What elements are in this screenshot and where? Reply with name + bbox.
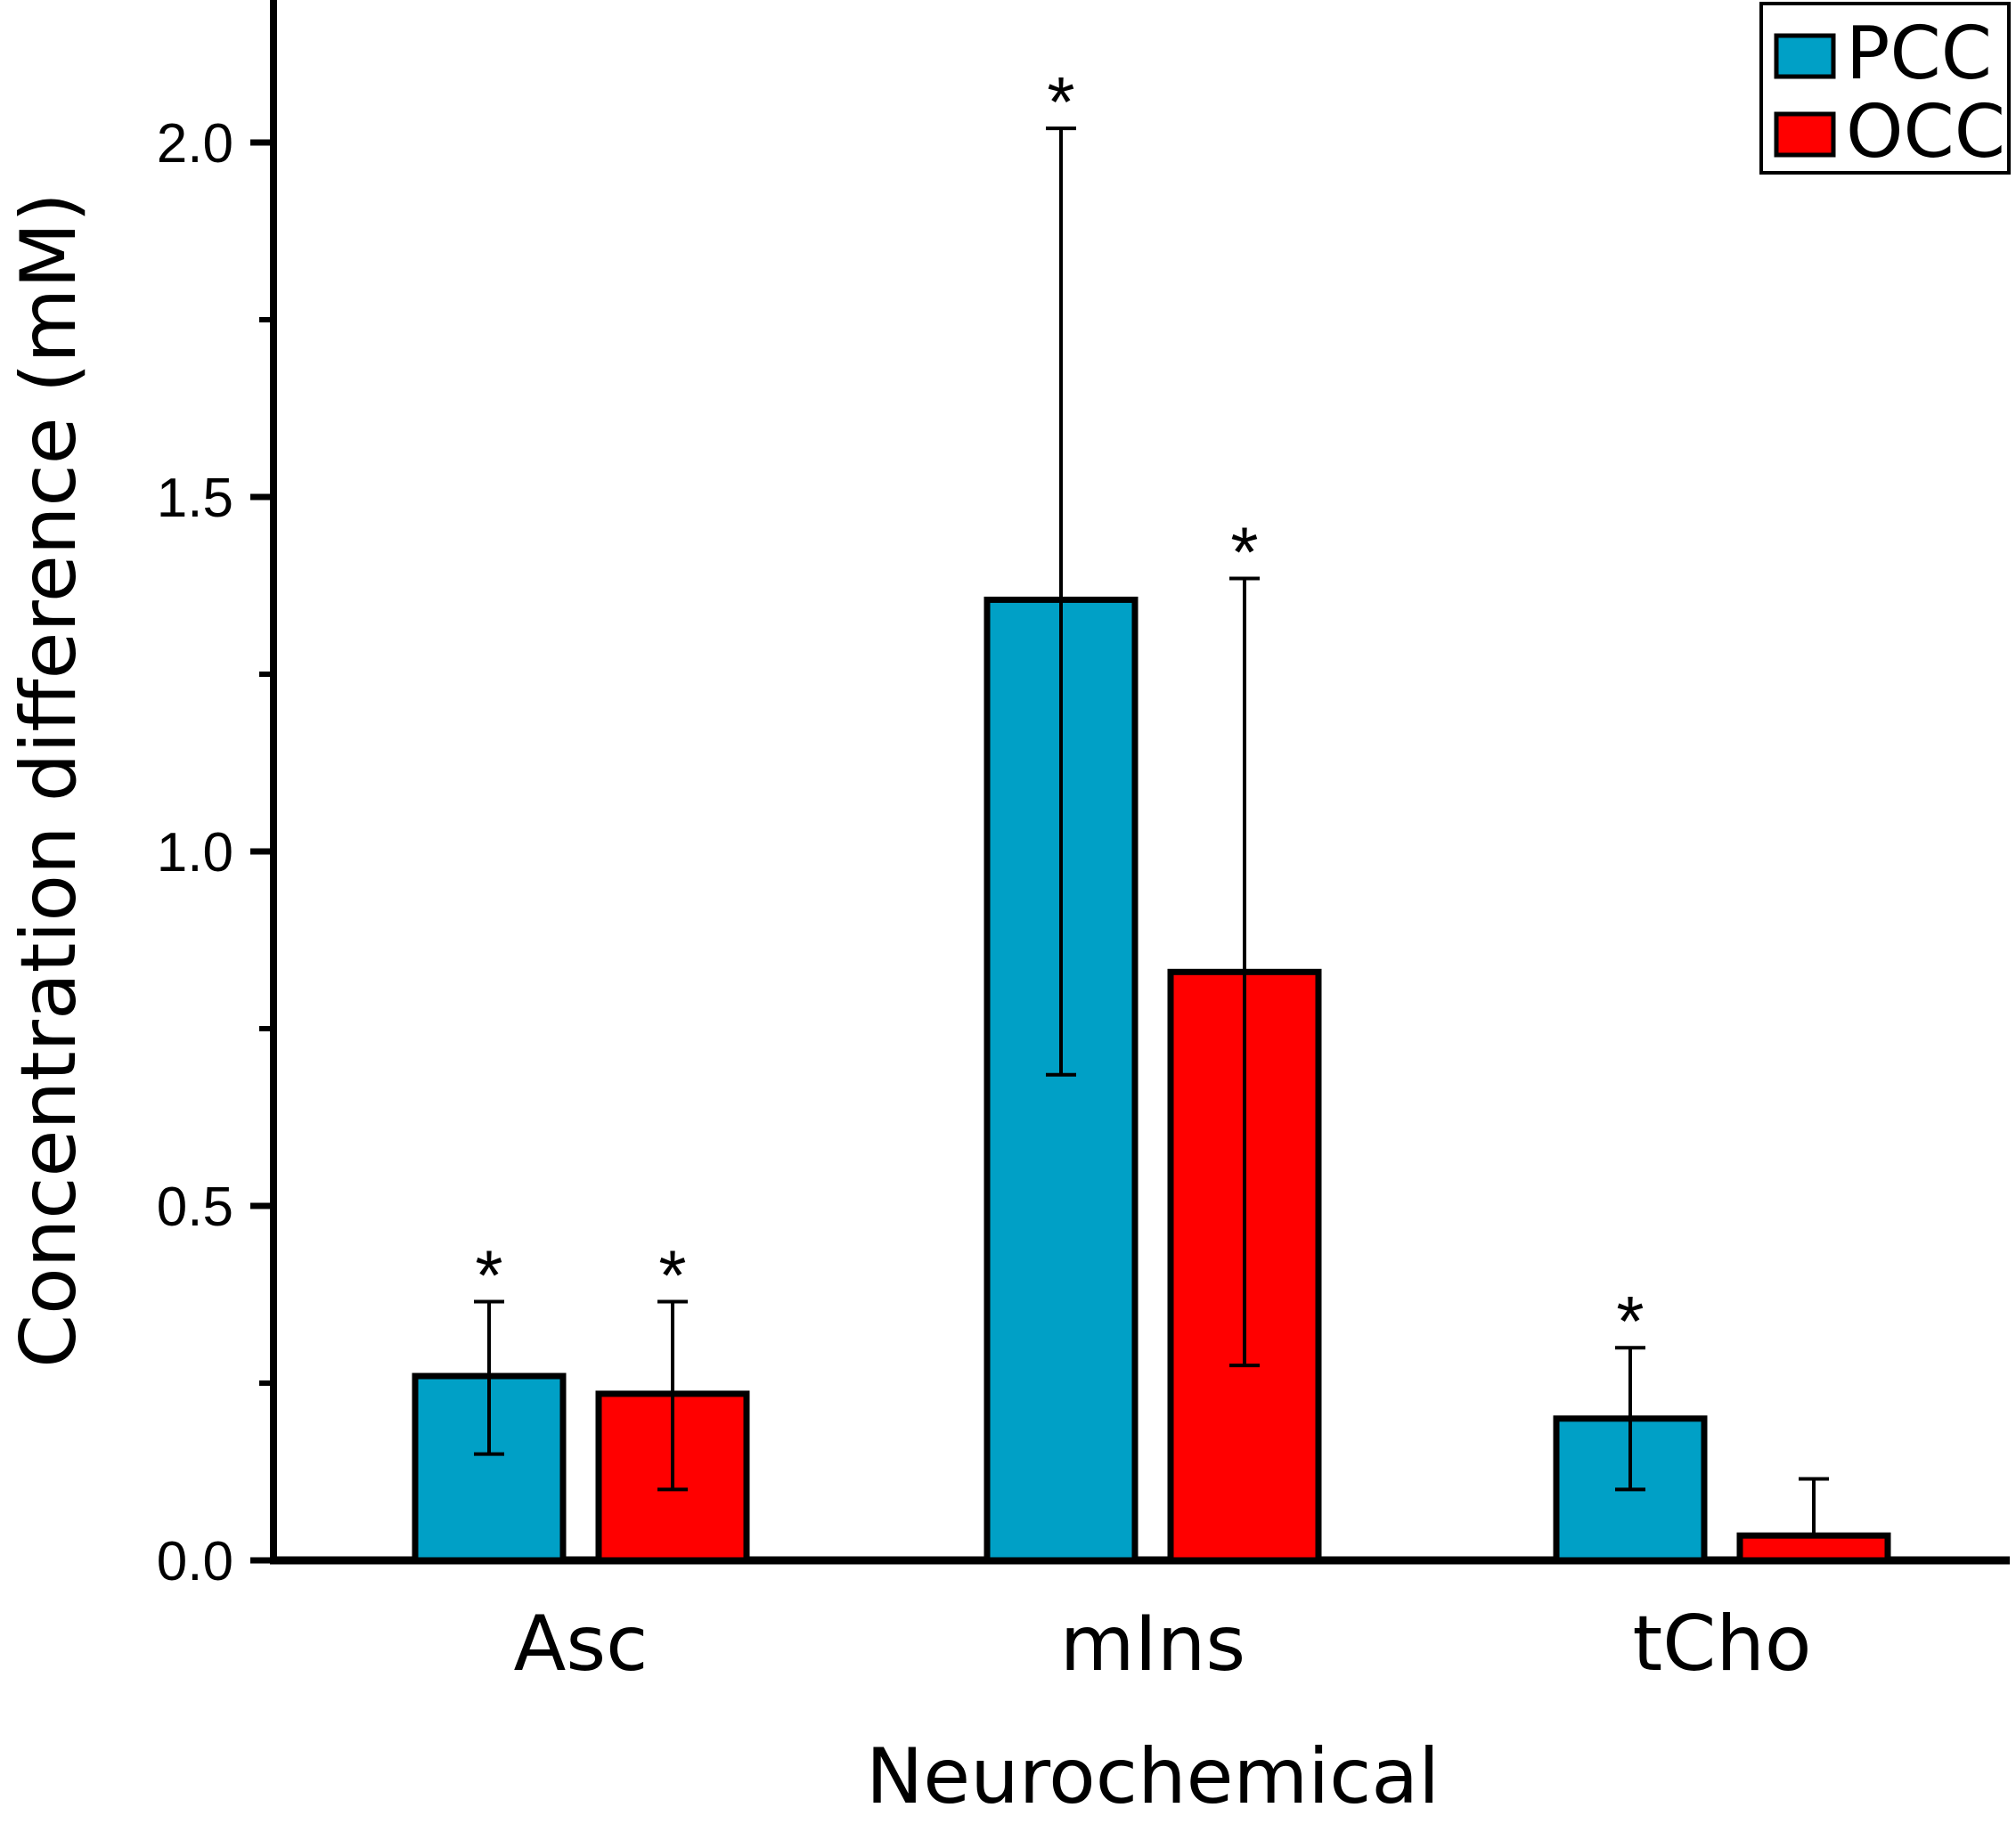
y-tick-label: 1.5 [157, 468, 233, 529]
x-axis-title: Neurochemical [866, 1732, 1440, 1821]
y-tick-label: 1.0 [157, 822, 233, 884]
significance-star: * [475, 1235, 502, 1315]
x-category-label: Asc [514, 1600, 649, 1689]
y-tick-label: 0.5 [157, 1177, 233, 1238]
significance-star: * [1047, 62, 1074, 142]
y-tick-label: 0.0 [157, 1531, 233, 1592]
legend-label-pcc: PCC [1846, 12, 1992, 96]
x-category-label: mIns [1060, 1600, 1245, 1689]
legend-label-occ: OCC [1846, 90, 2005, 175]
bar-occ-tcho [1736, 1532, 1891, 1564]
x-category-label: tCho [1633, 1600, 1812, 1689]
significance-star: * [1230, 513, 1258, 592]
significance-star: * [1616, 1282, 1644, 1361]
y-axis-title: Concentration difference (mM) [4, 192, 94, 1368]
bars [412, 126, 1891, 1564]
legend-swatch-occ [1774, 111, 1836, 158]
significance-star: * [658, 1235, 686, 1315]
labels: 0.0 0.5 1.0 1.5 2.0 * * Asc * * mIns * tCho Neurochem… [4, 62, 1811, 1821]
y-tick-label: 2.0 [157, 113, 233, 175]
legend-swatch-pcc [1774, 33, 1836, 79]
